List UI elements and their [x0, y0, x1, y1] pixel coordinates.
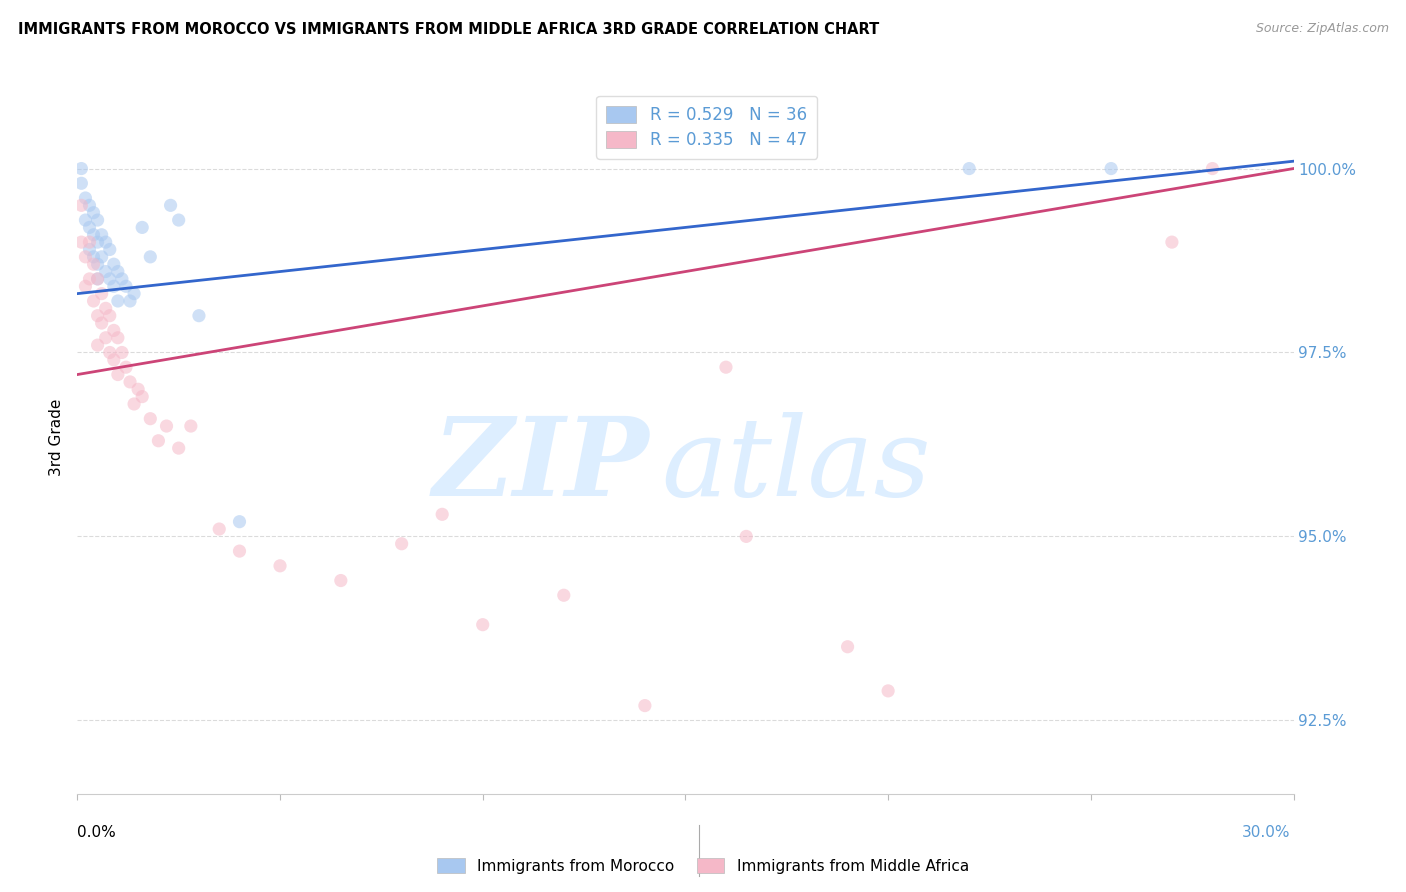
Point	[167, 441, 190, 455]
Point	[269, 558, 291, 573]
Point	[118, 375, 141, 389]
Point	[79, 243, 101, 257]
Point	[75, 191, 97, 205]
Point	[94, 264, 117, 278]
Point	[70, 235, 93, 249]
Point	[167, 213, 190, 227]
Point	[391, 537, 413, 551]
Point	[79, 198, 101, 212]
Point	[90, 286, 112, 301]
Y-axis label: 3rd Grade: 3rd Grade	[49, 399, 65, 475]
Point	[86, 257, 108, 271]
Point	[86, 272, 108, 286]
Point	[70, 198, 93, 212]
Point	[83, 293, 105, 308]
Point	[86, 309, 108, 323]
Point	[79, 220, 101, 235]
Point	[98, 272, 121, 286]
Point	[877, 684, 900, 698]
Point	[79, 235, 101, 249]
Point	[188, 309, 211, 323]
Point	[131, 390, 153, 404]
Point	[634, 698, 657, 713]
Point	[86, 272, 108, 286]
Point	[83, 250, 105, 264]
Point	[553, 588, 575, 602]
Point	[471, 617, 494, 632]
Point	[103, 352, 125, 367]
Point	[86, 213, 108, 227]
Point	[83, 227, 105, 242]
Point	[122, 286, 145, 301]
Point	[115, 279, 138, 293]
Point	[83, 257, 105, 271]
Point	[70, 161, 93, 176]
Point	[75, 213, 97, 227]
Point	[98, 345, 121, 359]
Point	[90, 316, 112, 330]
Point	[957, 161, 980, 176]
Point	[107, 293, 129, 308]
Point	[432, 508, 454, 522]
Point	[79, 272, 101, 286]
Legend: R = 0.529   N = 36, R = 0.335   N = 47: R = 0.529 N = 36, R = 0.335 N = 47	[596, 95, 817, 159]
Point	[103, 257, 125, 271]
Point	[90, 227, 112, 242]
Point	[111, 272, 134, 286]
Point	[107, 331, 129, 345]
Point	[107, 264, 129, 278]
Point	[228, 544, 250, 558]
Text: Source: ZipAtlas.com: Source: ZipAtlas.com	[1256, 22, 1389, 36]
Point	[103, 279, 125, 293]
Point	[98, 243, 121, 257]
Point	[329, 574, 352, 588]
Point	[98, 309, 121, 323]
Point	[86, 235, 108, 249]
Point	[75, 279, 97, 293]
Text: 30.0%: 30.0%	[1243, 825, 1291, 840]
Point	[1161, 235, 1184, 249]
Point	[148, 434, 170, 448]
Point	[94, 235, 117, 249]
Legend: Immigrants from Morocco, Immigrants from Middle Africa: Immigrants from Morocco, Immigrants from…	[432, 852, 974, 880]
Point	[159, 198, 181, 212]
Point	[714, 360, 737, 375]
Point	[86, 338, 108, 352]
Point	[118, 293, 141, 308]
Point	[837, 640, 859, 654]
Text: atlas: atlas	[661, 412, 931, 519]
Point	[94, 331, 117, 345]
Text: ZIP: ZIP	[432, 412, 650, 519]
Point	[139, 411, 162, 425]
Point	[1099, 161, 1122, 176]
Text: IMMIGRANTS FROM MOROCCO VS IMMIGRANTS FROM MIDDLE AFRICA 3RD GRADE CORRELATION C: IMMIGRANTS FROM MOROCCO VS IMMIGRANTS FR…	[18, 22, 880, 37]
Point	[180, 419, 202, 434]
Point	[94, 301, 117, 316]
Point	[83, 205, 105, 219]
Point	[1201, 161, 1223, 176]
Point	[115, 360, 138, 375]
Point	[131, 220, 153, 235]
Point	[107, 368, 129, 382]
Point	[735, 529, 758, 543]
Point	[127, 382, 149, 396]
Text: 0.0%: 0.0%	[77, 825, 117, 840]
Point	[155, 419, 177, 434]
Point	[208, 522, 231, 536]
Point	[111, 345, 134, 359]
Point	[90, 250, 112, 264]
Point	[122, 397, 145, 411]
Point	[103, 323, 125, 337]
Point	[228, 515, 250, 529]
Point	[139, 250, 162, 264]
Point	[75, 250, 97, 264]
Point	[70, 176, 93, 190]
